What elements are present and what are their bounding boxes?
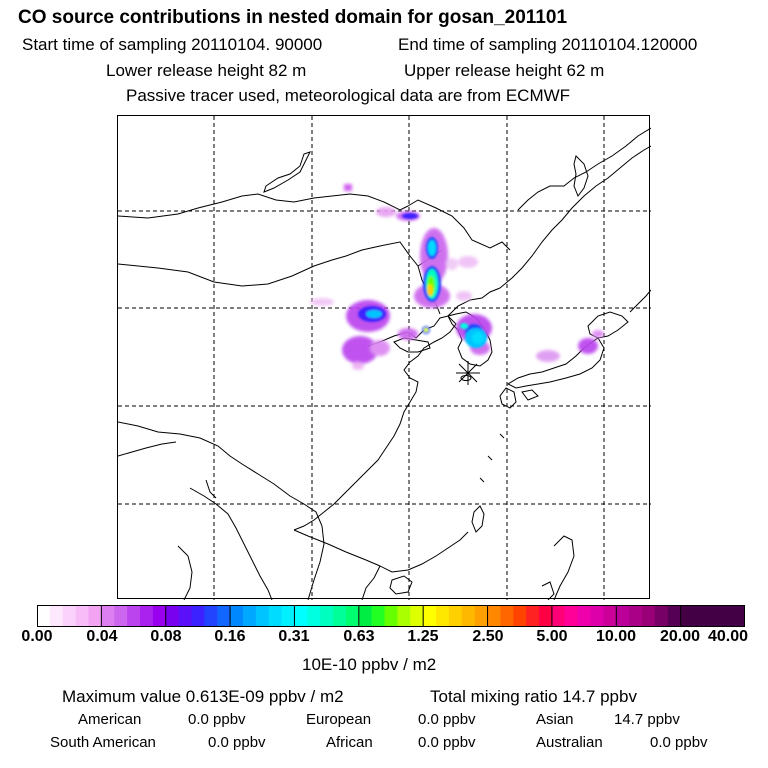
- colorbar-swatch: [732, 605, 745, 627]
- colorbar-swatch: [268, 605, 283, 627]
- colorbar-swatch: [178, 605, 193, 627]
- colorbar-swatch: [423, 605, 437, 627]
- tracer-note: Passive tracer used, meteorological data…: [126, 86, 571, 105]
- colorbar-swatch: [474, 605, 489, 627]
- total-mixing-ratio-label: Total mixing ratio 14.7 ppbv: [430, 687, 637, 706]
- colorbar-swatch: [461, 605, 476, 627]
- region-value: 0.0 ppbv: [188, 711, 246, 728]
- colorbar-swatch: [654, 605, 669, 627]
- colorbar-swatch: [706, 605, 720, 627]
- colorbar-swatch: [448, 605, 463, 627]
- colorbar-swatch: [165, 605, 180, 627]
- colorbar-swatch: [397, 605, 411, 627]
- colorbar-swatch: [320, 605, 334, 627]
- colorbar-swatch: [345, 605, 360, 627]
- colorbar-swatch: [642, 605, 656, 627]
- lower-release-label: Lower release height 82 m: [106, 61, 307, 80]
- colorbar-tick: 5.00: [536, 628, 568, 645]
- map-grid: [118, 116, 651, 600]
- colorbar-swatch: [436, 605, 450, 627]
- colorbar-tick: 0.08: [150, 628, 182, 645]
- region-value: 0.0 ppbv: [418, 734, 476, 751]
- colorbar-swatch: [139, 605, 154, 627]
- colorbar-tick: 2.50: [472, 628, 504, 645]
- colorbar-tick: 40.00: [707, 628, 749, 645]
- colorbar-swatch: [75, 605, 90, 627]
- figure-title: CO source contributions in nested domain…: [18, 7, 568, 28]
- region-name: South American: [50, 734, 156, 751]
- colorbar-swatch: [539, 605, 553, 627]
- region-name: African: [326, 734, 373, 751]
- colorbar-tick: 20.00: [659, 628, 701, 645]
- colorbar-swatch: [333, 605, 347, 627]
- colorbar-swatch: [281, 605, 296, 627]
- colorbar-swatch: [242, 605, 257, 627]
- colorbar-swatch: [127, 605, 141, 627]
- region-value: 14.7 ppbv: [614, 711, 680, 728]
- colorbar-swatch: [37, 605, 51, 627]
- colorbar-swatch: [114, 605, 128, 627]
- colorbar-tick: 1.25: [407, 628, 439, 645]
- maximum-value-label: Maximum value 0.613E-09 ppbv / m2: [62, 687, 344, 706]
- colorbar-tick: 0.16: [214, 628, 246, 645]
- colorbar-swatch: [49, 605, 64, 627]
- colorbar-tick: 0.63: [343, 628, 375, 645]
- colorbar-swatch: [230, 605, 244, 627]
- region-name: Australian: [536, 734, 603, 751]
- colorbar-tick: 0.00: [21, 628, 53, 645]
- colorbar-swatch: [616, 605, 630, 627]
- colorbar-swatch: [152, 605, 167, 627]
- colorbar-swatch: [371, 605, 386, 627]
- map-coastlines: [118, 127, 651, 600]
- region-name: Asian: [536, 711, 574, 728]
- concentration-field: [310, 184, 604, 370]
- colorbar-tick: 10.00: [595, 628, 637, 645]
- colorbar-swatch: [603, 605, 617, 627]
- region-value: 0.0 ppbv: [418, 711, 476, 728]
- region-name: European: [306, 711, 372, 728]
- colorbar-swatch: [680, 605, 695, 627]
- colorbar-swatch: [719, 605, 733, 627]
- colorbar-swatch: [255, 605, 270, 627]
- region-value: 0.0 ppbv: [208, 734, 266, 751]
- colorbar-swatch: [487, 605, 502, 627]
- colorbar-tick: 0.04: [86, 628, 118, 645]
- colorbar-swatch: [88, 605, 102, 627]
- colorbar-swatch: [526, 605, 540, 627]
- map-svg: [118, 116, 651, 600]
- colorbar-swatch: [410, 605, 424, 627]
- colorbar-swatch: [384, 605, 399, 627]
- colorbar-swatch: [307, 605, 321, 627]
- colorbar-swatch: [629, 605, 643, 627]
- colorbar-unit: 10E-10 ppbv / m2: [302, 655, 437, 674]
- colorbar-swatch: [667, 605, 682, 627]
- colorbar-swatch: [551, 605, 566, 627]
- colorbar-swatch: [294, 605, 308, 627]
- map-panel: [117, 115, 651, 600]
- region-name: American: [78, 711, 142, 728]
- colorbar-swatch: [62, 605, 77, 627]
- colorbar-swatch: [101, 605, 115, 627]
- colorbar-swatch: [577, 605, 592, 627]
- colorbar-swatch: [693, 605, 707, 627]
- colorbar-swatch: [358, 605, 373, 627]
- colorbar-swatch: [204, 605, 218, 627]
- colorbar-swatch: [590, 605, 604, 627]
- colorbar-swatch: [564, 605, 579, 627]
- start-sampling-label: Start time of sampling 20110104. 90000: [22, 35, 323, 54]
- colorbar-swatch: [513, 605, 527, 627]
- colorbar: [37, 605, 745, 627]
- end-sampling-label: End time of sampling 20110104.120000: [398, 35, 698, 54]
- colorbar-swatch: [217, 605, 231, 627]
- colorbar-tick: 0.31: [278, 628, 310, 645]
- receptor-star: [456, 361, 480, 385]
- upper-release-label: Upper release height 62 m: [404, 61, 605, 80]
- colorbar-swatch: [500, 605, 514, 627]
- colorbar-swatch: [191, 605, 205, 627]
- region-value: 0.0 ppbv: [650, 734, 708, 751]
